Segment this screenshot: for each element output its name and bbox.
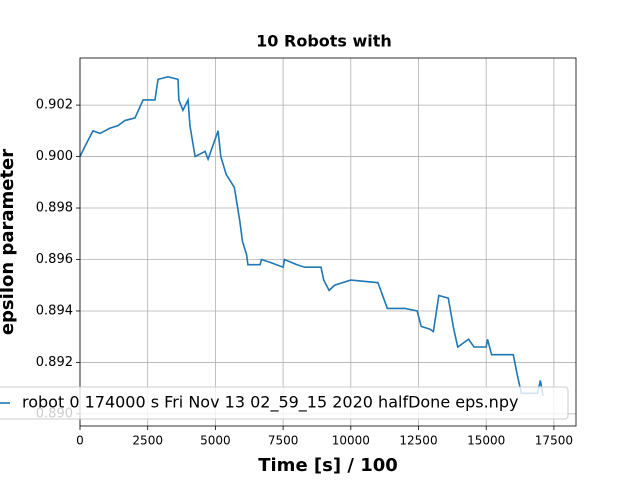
y-axis-label: epsilon parameter bbox=[0, 149, 18, 335]
y-tick-label: 0.894 bbox=[36, 303, 73, 318]
legend-label: robot 0 174000 s Fri Nov 13 02_59_15 202… bbox=[22, 393, 518, 413]
data-line bbox=[79, 75, 544, 397]
x-tick-label: 5000 bbox=[200, 434, 231, 448]
x-tick-label: 10000 bbox=[332, 434, 370, 448]
x-tick-label: 12500 bbox=[399, 434, 437, 448]
y-tick-label: 0.896 bbox=[36, 252, 73, 267]
y-tick-label: 0.900 bbox=[36, 149, 73, 164]
y-tick-label: 0.898 bbox=[36, 201, 73, 216]
plot-frame bbox=[79, 57, 577, 427]
y-tick-label: 0.892 bbox=[36, 355, 73, 370]
x-axis-label: Time [s] / 100 bbox=[258, 455, 398, 476]
y-tick-label: 0.902 bbox=[36, 98, 73, 113]
chart-title: 10 Robots with bbox=[256, 32, 392, 51]
x-tick-label: 2500 bbox=[132, 434, 163, 448]
x-tick-label: 17500 bbox=[535, 434, 573, 448]
x-tick-label: 7500 bbox=[268, 434, 299, 448]
x-tick-label: 0 bbox=[76, 434, 84, 448]
x-tick-label: 15000 bbox=[467, 434, 505, 448]
legend-box bbox=[0, 386, 569, 420]
